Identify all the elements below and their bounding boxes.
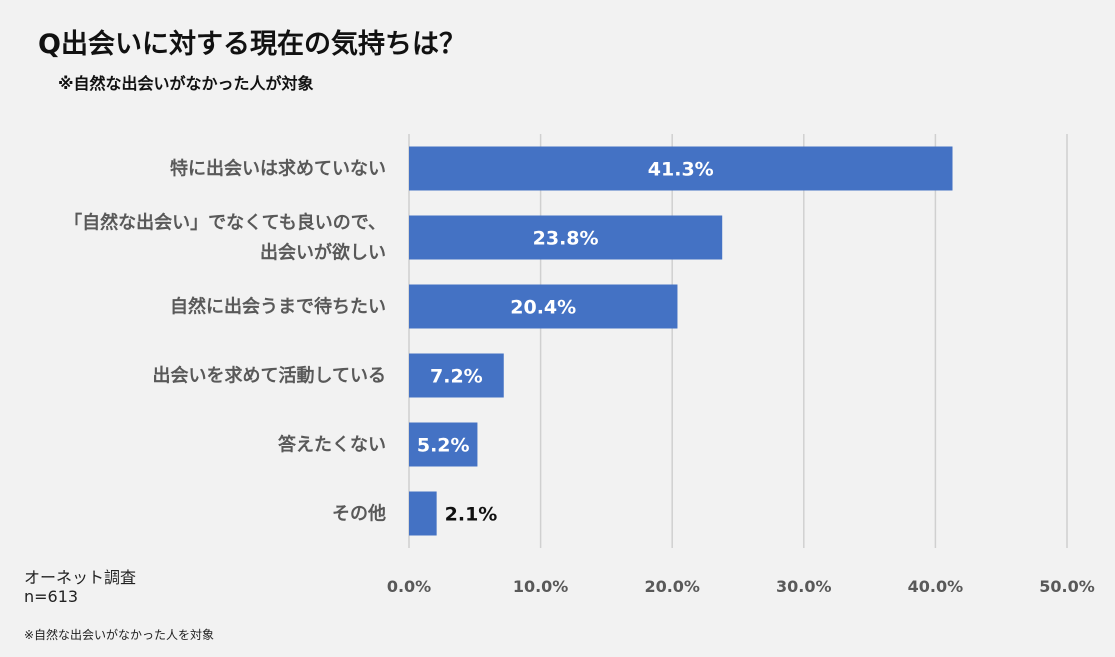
bar [409,422,478,467]
bar [409,284,678,329]
bar [409,146,953,191]
x-tick-label: 0.0% [387,577,431,596]
data-label: 7.2% [430,366,483,388]
category-labels: 特に出会いは求めていない「自然な出会い」でなくても良いので、出会いが欲しい自然に… [64,158,386,525]
x-axis-tick-labels: 0.0% 10.0% 20.0% 30.0% 40.0% 50.0% [387,577,1095,596]
bars: 41.3% 23.8% 20.4% 7.2% 5.2% 2.1% [409,146,953,536]
category-label: 「自然な出会い」でなくても良いので、 [64,212,386,234]
chart-subtitle: ※自然な出会いがなかった人が対象 [58,74,314,93]
bar [409,491,437,536]
category-label: 出会いを求めて活動している [153,365,386,387]
data-label: 5.2% [417,435,470,457]
data-label: 41.3% [648,159,714,181]
grid-lines [408,134,1068,548]
x-tick-label: 20.0% [644,577,700,596]
category-label: 出会いが欲しい [260,242,386,264]
x-tick-label: 40.0% [908,577,964,596]
x-tick-label: 30.0% [776,577,832,596]
category-label: その他 [332,503,386,525]
x-tick-label: 50.0% [1039,577,1095,596]
sample-size: n=613 [24,587,79,606]
category-label: 特に出会いは求めていない [170,158,386,180]
category-label: 自然に出会うまで待ちたい [170,296,386,318]
source-note: オーネット調査 [24,568,137,587]
data-label: 23.8% [533,228,599,250]
chart-title: Q出会いに対する現在の気持ちは？ [38,29,466,60]
x-tick-label: 10.0% [513,577,569,596]
bar [409,215,723,260]
data-label: 20.4% [510,297,576,319]
footnote: ※自然な出会いがなかった人を対象 [24,628,215,642]
data-label: 2.1% [445,504,498,526]
bar [409,353,504,398]
category-label: 答えたくない [278,434,386,456]
